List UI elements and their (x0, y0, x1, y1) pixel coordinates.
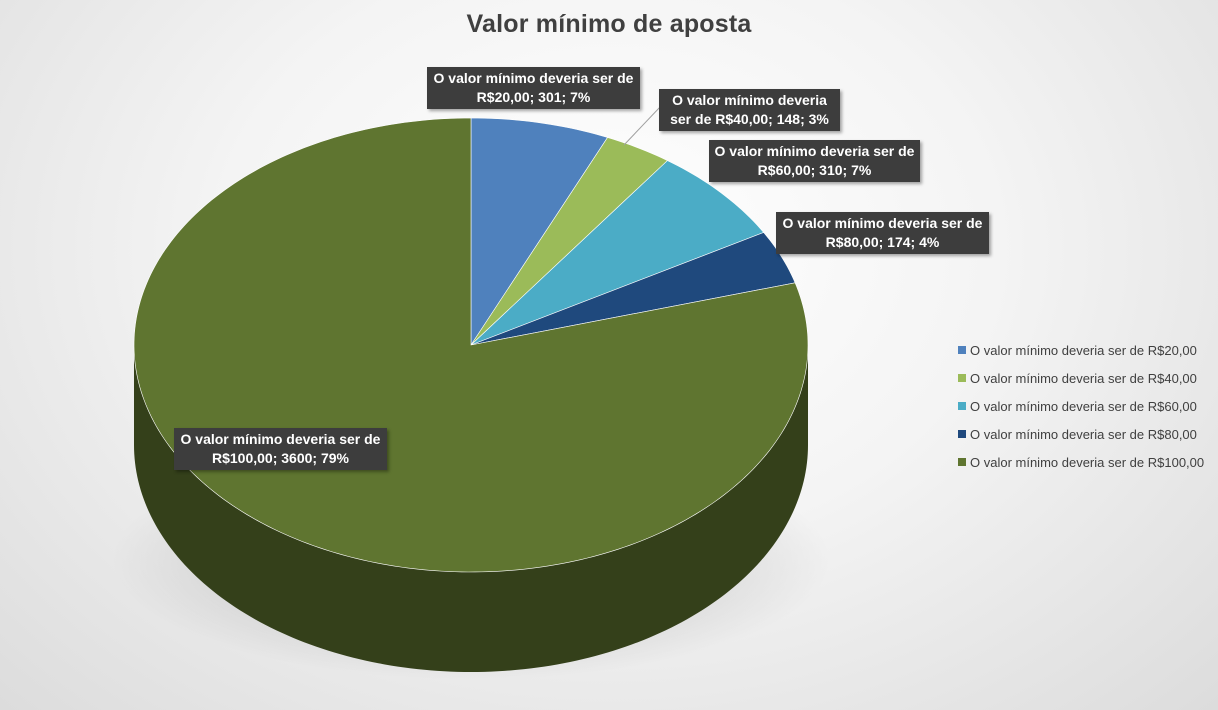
data-label-line: R$60,00; 310; 7% (757, 162, 872, 178)
data-label-line: R$100,00; 3600; 79% (212, 450, 349, 466)
legend-swatch (958, 374, 966, 382)
chart-title: Valor mínimo de aposta (466, 10, 752, 38)
legend-swatch (958, 458, 966, 466)
legend-label: O valor mínimo deveria ser de R$40,00 (970, 370, 1197, 386)
legend-label: O valor mínimo deveria ser de R$100,00 (970, 454, 1205, 470)
legend-item-0: O valor mínimo deveria ser de R$20,00 (958, 336, 1204, 364)
pie-side-group (134, 345, 808, 672)
data-label-line: O valor mínimo deveria (672, 92, 827, 108)
data-label-line: O valor mínimo deveria ser de (714, 143, 915, 159)
legend-label: O valor mínimo deveria ser de R$80,00 (970, 426, 1197, 442)
legend: O valor mínimo deveria ser de R$20,00 O v… (958, 336, 1204, 476)
data-label-4: O valor mínimo deveria ser de R$100,00; 3… (174, 428, 387, 470)
data-label-2: O valor mínimo deveria ser de R$60,00; 31… (709, 140, 920, 182)
leader-line (623, 105, 662, 146)
data-label-line: ser de R$40,00; 148; 3% (670, 111, 829, 127)
pie-slice-0 (470, 117, 609, 347)
data-label-line: O valor mínimo deveria ser de (782, 215, 983, 231)
data-label-line: O valor mínimo deveria ser de (433, 70, 634, 86)
legend-item-3: O valor mínimo deveria ser de R$80,00 (958, 420, 1204, 448)
pie-slice-2 (470, 160, 765, 346)
data-label-line: R$80,00; 174; 4% (825, 234, 940, 250)
legend-label: O valor mínimo deveria ser de R$20,00 (970, 342, 1197, 358)
legend-label: O valor mínimo deveria ser de R$60,00 (970, 398, 1197, 414)
legend-swatch (958, 430, 966, 438)
pie-side-slice-4 (134, 345, 808, 672)
legend-item-1: O valor mínimo deveria ser de R$40,00 (958, 364, 1204, 392)
data-label-1: O valor mínimo deveria ser de R$40,00; 14… (659, 89, 840, 131)
data-label-line: R$20,00; 301; 7% (476, 89, 591, 105)
legend-item-4: O valor mínimo deveria ser de R$100,00 (958, 448, 1204, 476)
legend-swatch (958, 402, 966, 410)
leader-lines-group (623, 105, 662, 146)
legend-swatch (958, 346, 966, 354)
pie-slice-3 (470, 232, 796, 346)
pie-slice-1 (470, 137, 668, 346)
data-label-0: O valor mínimo deveria ser de R$20,00; 30… (427, 67, 640, 109)
data-label-3: O valor mínimo deveria ser de R$80,00; 17… (776, 212, 989, 254)
legend-item-2: O valor mínimo deveria ser de R$60,00 (958, 392, 1204, 420)
pie-top-group (133, 117, 809, 573)
data-label-line: O valor mínimo deveria ser de (180, 431, 381, 447)
